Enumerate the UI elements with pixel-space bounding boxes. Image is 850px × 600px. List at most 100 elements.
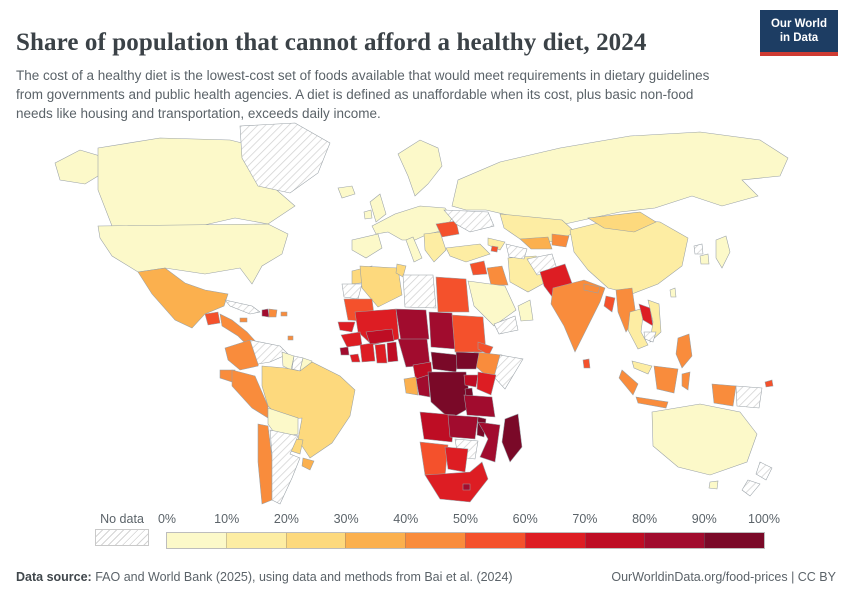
country-malaysia[interactable] xyxy=(632,361,652,374)
country-chad[interactable] xyxy=(429,312,455,349)
legend-bin-50-60%[interactable] xyxy=(464,533,525,548)
legend-bin-0-10%[interactable] xyxy=(167,533,226,548)
country-iberia[interactable] xyxy=(352,234,382,258)
legend-bin-10-20%[interactable] xyxy=(225,533,286,548)
country-scandinavia[interactable] xyxy=(398,140,442,196)
country-uganda[interactable] xyxy=(464,375,478,387)
country-lesotho[interactable] xyxy=(463,484,470,490)
country-usa[interactable] xyxy=(98,224,288,284)
country-kenya[interactable] xyxy=(477,372,496,395)
country-indonesia-java[interactable] xyxy=(636,397,668,408)
country-madagascar[interactable] xyxy=(502,414,522,462)
country-romania[interactable] xyxy=(436,221,459,237)
country-new-zealand-north[interactable] xyxy=(756,462,772,480)
country-turkey[interactable] xyxy=(446,244,490,262)
country-papua-new-guinea[interactable] xyxy=(736,386,762,408)
country-argentina[interactable] xyxy=(270,430,300,504)
country-chile[interactable] xyxy=(258,424,272,504)
country-iceland[interactable] xyxy=(338,186,355,198)
country-indonesia-sulawesi[interactable] xyxy=(682,372,690,390)
country-syria[interactable] xyxy=(470,261,487,275)
country-cuba[interactable] xyxy=(225,300,260,314)
country-south-korea[interactable] xyxy=(700,254,709,264)
country-indonesia-sumatra[interactable] xyxy=(619,370,638,395)
country-italy[interactable] xyxy=(406,237,422,262)
country-uruguay[interactable] xyxy=(302,458,314,470)
country-liberia[interactable] xyxy=(350,354,360,362)
country-fiji[interactable] xyxy=(765,380,773,387)
country-botswana[interactable] xyxy=(445,447,468,472)
country-turkmenistan[interactable] xyxy=(506,244,527,259)
country-tasmania[interactable] xyxy=(709,481,718,489)
country-namibia[interactable] xyxy=(420,442,448,477)
country-central-african-republic[interactable] xyxy=(431,352,459,372)
country-sierra-leone[interactable] xyxy=(340,347,349,355)
country-indonesia-papua[interactable] xyxy=(712,384,736,406)
country-indonesia-borneo[interactable] xyxy=(654,366,678,393)
country-guatemala[interactable] xyxy=(205,312,220,325)
legend-bin-40-50%[interactable] xyxy=(405,533,465,548)
country-western-sahara[interactable] xyxy=(342,284,362,299)
country-south-africa[interactable] xyxy=(425,462,488,502)
country-uzbekistan[interactable] xyxy=(520,237,552,249)
country-armenia[interactable] xyxy=(491,246,498,252)
country-europe-core[interactable] xyxy=(372,206,452,240)
country-sri-lanka[interactable] xyxy=(583,359,590,368)
country-guinea[interactable] xyxy=(341,332,362,347)
country-bangladesh[interactable] xyxy=(604,296,615,312)
country-gabon[interactable] xyxy=(404,377,418,395)
country-niger[interactable] xyxy=(396,309,429,342)
country-puerto-rico[interactable] xyxy=(281,312,287,316)
country-yemen[interactable] xyxy=(494,316,518,334)
legend-bin-20-30%[interactable] xyxy=(285,533,346,548)
country-vietnam[interactable] xyxy=(648,300,661,342)
country-algeria[interactable] xyxy=(360,266,402,307)
country-greenland[interactable] xyxy=(240,123,330,193)
country-balkans[interactable] xyxy=(424,232,446,262)
country-india[interactable] xyxy=(551,280,605,352)
country-mongolia[interactable] xyxy=(588,212,656,232)
country-iraq[interactable] xyxy=(487,266,508,285)
country-kyrgyzstan-tajikistan[interactable] xyxy=(552,234,569,247)
country-somalia[interactable] xyxy=(494,355,523,389)
country-taiwan[interactable] xyxy=(670,288,676,297)
country-zambia[interactable] xyxy=(448,415,478,439)
country-dominican-republic[interactable] xyxy=(269,309,277,317)
country-trinidad[interactable] xyxy=(288,336,293,340)
country-cote-divoire[interactable] xyxy=(360,343,375,362)
country-new-zealand-south[interactable] xyxy=(742,480,760,496)
country-alaska[interactable] xyxy=(55,150,103,184)
country-south-sudan[interactable] xyxy=(456,352,479,369)
country-venezuela[interactable] xyxy=(250,340,288,364)
country-oman[interactable] xyxy=(518,300,533,321)
legend-bin-70-80%[interactable] xyxy=(584,533,645,548)
country-nepal[interactable] xyxy=(584,284,600,293)
country-uk[interactable] xyxy=(370,194,386,222)
country-rwanda-burundi[interactable] xyxy=(465,388,473,396)
country-ghana[interactable] xyxy=(375,344,387,363)
country-mexico[interactable] xyxy=(138,268,228,328)
country-egypt[interactable] xyxy=(436,277,469,312)
legend-bin-30-40%[interactable] xyxy=(345,533,406,548)
country-burkina-faso[interactable] xyxy=(366,329,394,344)
country-haiti[interactable] xyxy=(262,309,269,317)
legend-bin-80-90%[interactable] xyxy=(644,533,705,548)
country-ireland[interactable] xyxy=(364,210,372,219)
country-libya[interactable] xyxy=(403,275,436,308)
owid-link[interactable]: OurWorldinData.org/food-prices | CC BY xyxy=(611,570,836,584)
country-philippines[interactable] xyxy=(676,334,692,368)
legend-bin-90-100%[interactable] xyxy=(704,533,764,548)
country-congo[interactable] xyxy=(416,375,430,397)
country-senegal[interactable] xyxy=(338,322,355,332)
country-mozambique[interactable] xyxy=(478,422,500,462)
legend-no-data[interactable]: No data xyxy=(95,512,149,546)
country-caucasus[interactable] xyxy=(488,238,505,250)
country-togo-benin[interactable] xyxy=(387,342,398,362)
legend-bin-60-70%[interactable] xyxy=(524,533,585,548)
country-russia[interactable] xyxy=(452,132,788,224)
country-angola[interactable] xyxy=(420,412,455,442)
country-japan[interactable] xyxy=(716,236,730,268)
country-australia[interactable] xyxy=(652,404,757,475)
country-north-korea[interactable] xyxy=(694,244,703,254)
country-tanzania[interactable] xyxy=(464,395,495,417)
